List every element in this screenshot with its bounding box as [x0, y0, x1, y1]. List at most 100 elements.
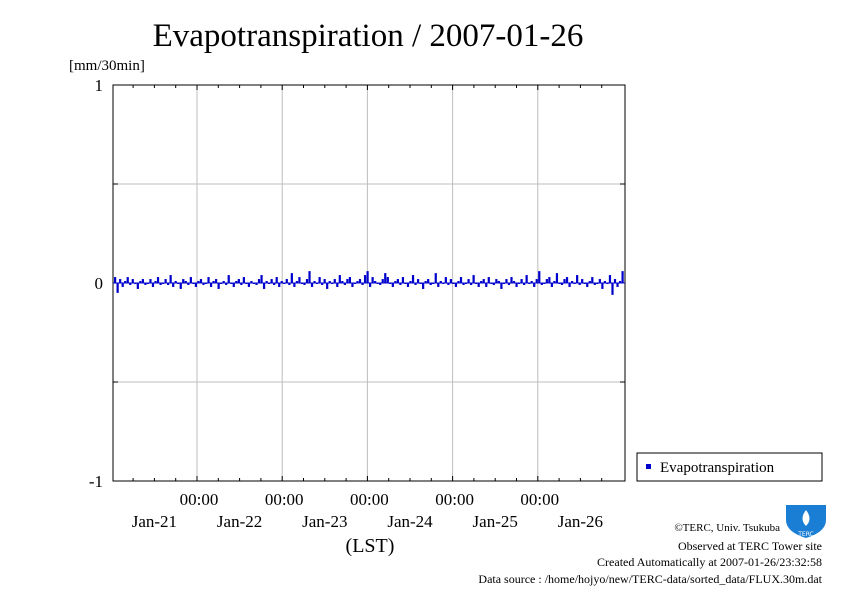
bar: [333, 279, 336, 283]
bar: [270, 279, 273, 283]
x-axis-label: (LST): [346, 535, 395, 557]
bar: [517, 283, 521, 284]
bar: [525, 275, 528, 283]
bar: [131, 279, 134, 283]
bar: [401, 277, 405, 283]
bar: [429, 283, 432, 285]
bar: [222, 281, 225, 283]
bar: [250, 281, 253, 283]
series-bars: [114, 271, 624, 295]
bar: [280, 281, 283, 283]
bar: [189, 277, 192, 283]
bar: [161, 283, 165, 284]
bar: [220, 283, 223, 284]
logo-text: TERC: [797, 531, 814, 538]
bar: [245, 283, 248, 284]
bar: [563, 279, 566, 283]
bar: [472, 275, 475, 283]
legend: Evapotranspiration: [636, 452, 823, 482]
bar: [454, 283, 458, 287]
bar: [596, 283, 599, 284]
bar: [560, 283, 564, 285]
bar: [343, 283, 346, 285]
bar: [427, 279, 430, 283]
bar: [214, 279, 218, 283]
bar: [616, 283, 619, 287]
bar: [528, 283, 531, 284]
bar: [442, 283, 445, 284]
x-time-label: 00:00: [520, 490, 559, 509]
bar: [300, 283, 304, 284]
bar: [510, 277, 513, 283]
bar: [565, 277, 569, 283]
bar: [199, 279, 203, 283]
bar: [288, 283, 291, 285]
bar: [129, 283, 132, 285]
bar: [136, 283, 139, 289]
x-date-label: Jan-24: [387, 512, 433, 531]
bar: [351, 283, 354, 287]
bar: [598, 279, 601, 283]
bar: [424, 281, 427, 283]
y-tick-labels: 1 0 -1: [89, 76, 103, 491]
bar: [207, 277, 210, 283]
bar: [308, 271, 311, 283]
bar: [154, 281, 157, 283]
bar: [227, 275, 230, 283]
bar: [149, 279, 152, 283]
bar: [262, 283, 266, 289]
bar: [618, 281, 622, 283]
bar: [197, 281, 200, 283]
bar: [576, 275, 579, 283]
bar: [346, 279, 349, 283]
bar: [139, 281, 142, 283]
bar: [290, 273, 293, 283]
bar: [555, 273, 559, 283]
bar: [242, 277, 245, 283]
bar: [326, 283, 329, 289]
bar: [230, 283, 233, 284]
bar: [467, 279, 470, 283]
bar: [184, 281, 187, 283]
bar: [159, 283, 162, 285]
bar: [611, 283, 614, 295]
bar: [530, 281, 533, 283]
bar: [457, 281, 460, 283]
bar: [384, 273, 387, 283]
bar: [462, 283, 465, 285]
terc-logo: TERC: [786, 505, 826, 538]
bar: [613, 279, 617, 283]
bar: [336, 283, 339, 287]
bar: [548, 277, 551, 283]
bar: [144, 283, 147, 285]
bar: [293, 283, 296, 287]
bar: [482, 279, 485, 283]
x-date-label: Jan-21: [132, 512, 177, 531]
bar: [369, 283, 372, 287]
bar: [252, 283, 256, 284]
bar: [232, 283, 235, 287]
bar: [422, 283, 425, 289]
legend-box: [636, 452, 823, 482]
x-date-label: Jan-23: [302, 512, 347, 531]
bar: [321, 283, 324, 285]
copyright-text: ©TERC, Univ. Tsukuba: [674, 522, 780, 534]
bar: [485, 283, 488, 287]
bar: [255, 283, 258, 285]
y-tick-label-top: 1: [95, 76, 104, 95]
bar: [177, 283, 180, 284]
bar: [490, 283, 493, 284]
bar: [305, 279, 309, 283]
bar: [204, 283, 208, 284]
bar: [295, 281, 298, 283]
bar: [409, 281, 412, 283]
bar: [411, 275, 415, 283]
bar: [540, 283, 543, 285]
bar: [151, 283, 155, 287]
bar: [172, 283, 175, 287]
bar: [235, 281, 238, 283]
bar: [497, 281, 500, 283]
bar: [217, 283, 220, 289]
chart-title: Evapotranspiration / 2007-01-26: [153, 18, 584, 54]
bar: [240, 283, 243, 285]
